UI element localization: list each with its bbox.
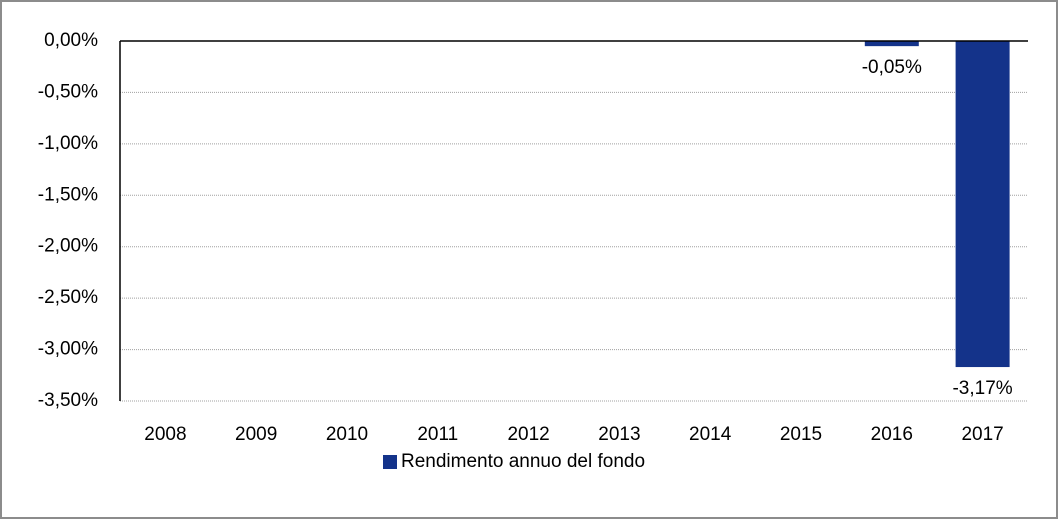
x-tick-label: 2009 xyxy=(235,424,277,445)
y-tick-label: -1,50% xyxy=(38,184,98,205)
x-tick-label: 2011 xyxy=(417,424,458,445)
y-tick-label: -3,50% xyxy=(38,390,98,411)
x-tick-label: 2008 xyxy=(144,424,186,445)
x-tick-label: 2017 xyxy=(961,424,1003,445)
x-tick-label: 2014 xyxy=(689,424,732,445)
y-tick-label: -2,50% xyxy=(38,287,98,308)
x-tick-label: 2016 xyxy=(871,424,913,445)
data-label: -0,05% xyxy=(862,57,922,78)
bar xyxy=(864,41,919,47)
bar xyxy=(955,41,1010,368)
y-tick-label: -3,00% xyxy=(38,339,98,360)
x-tick-label: 2010 xyxy=(326,424,368,445)
y-tick-label: -0,50% xyxy=(38,81,98,102)
y-tick-label: 0,00% xyxy=(44,30,98,51)
data-label: -3,17% xyxy=(952,378,1012,399)
y-tick-label: -2,00% xyxy=(38,236,98,257)
x-tick-label: 2015 xyxy=(780,424,822,445)
y-tick-label: -1,00% xyxy=(38,133,98,154)
legend-swatch xyxy=(383,455,397,469)
x-tick-label: 2012 xyxy=(507,424,549,445)
x-tick-label: 2013 xyxy=(598,424,640,445)
legend-label: Rendimento annuo del fondo xyxy=(401,451,645,472)
